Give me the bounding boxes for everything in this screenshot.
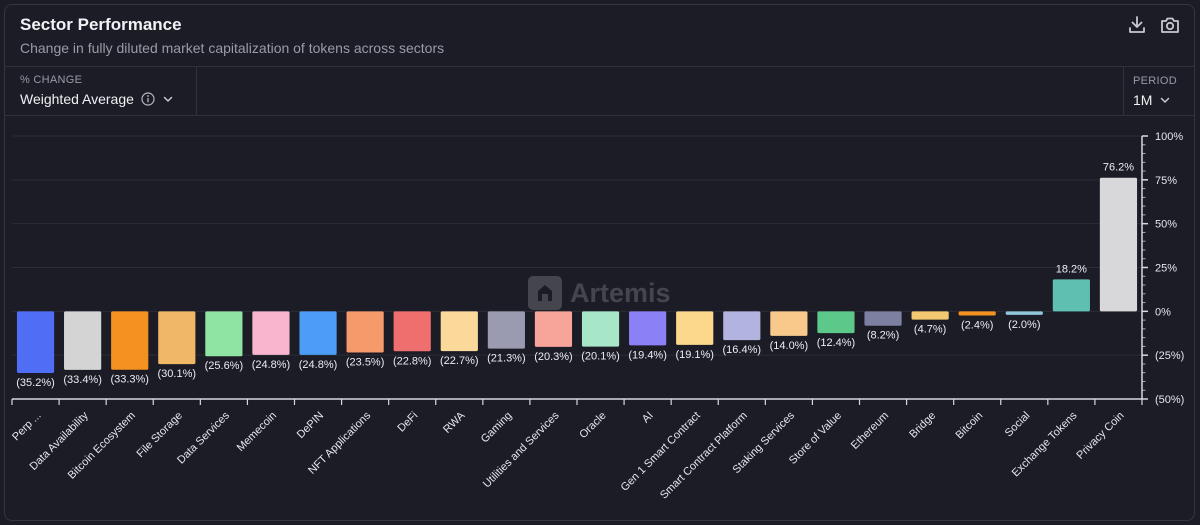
- bar-oracle: [581, 311, 620, 347]
- bar-gen-1-smart-contract: [676, 311, 714, 345]
- bar-store-of-value: [817, 311, 855, 334]
- x-tick-label: RWA: [441, 409, 468, 436]
- download-icon[interactable]: [1126, 14, 1148, 36]
- data-label: (24.8%): [299, 359, 338, 371]
- bar-nft-applications: [346, 311, 384, 353]
- y-tick-label: (25%): [1155, 350, 1184, 362]
- y-tick-label: 50%: [1155, 219, 1177, 231]
- bar-social: [1005, 311, 1043, 315]
- x-tick-label: Social: [1003, 410, 1033, 440]
- data-label: (22.7%): [440, 355, 479, 367]
- bar-smart-contract-platform: [723, 311, 761, 341]
- y-tick-label: 25%: [1155, 263, 1177, 275]
- chart-panel: [4, 4, 1195, 521]
- x-tick-label: File Storage: [134, 410, 184, 460]
- bar-file-storage: [158, 311, 196, 365]
- change-label: % CHANGE: [20, 74, 83, 86]
- data-label: (2.0%): [1008, 319, 1040, 331]
- bar-perp: [16, 311, 55, 374]
- data-label: (19.1%): [675, 349, 714, 361]
- bar-gaming: [487, 311, 525, 349]
- bar-depin: [299, 311, 337, 355]
- data-label: (19.4%): [628, 349, 667, 361]
- x-tick-label: Bridge: [907, 410, 938, 441]
- bar-memecoin: [252, 311, 290, 355]
- change-value: Weighted Average: [20, 91, 134, 107]
- chart-title: Sector Performance: [20, 15, 182, 34]
- chevron-down-icon[interactable]: [162, 93, 174, 105]
- x-tick-label: Perp ...: [10, 410, 44, 444]
- bar-data-services: [205, 311, 243, 357]
- data-label: (8.2%): [867, 330, 899, 342]
- x-tick-label: Oracle: [577, 410, 608, 441]
- x-tick-label: Smart Contract Platform: [658, 410, 750, 502]
- data-label: (14.0%): [770, 340, 809, 352]
- bar-exchange-tokens: [1052, 279, 1090, 312]
- data-label: (22.8%): [393, 355, 432, 367]
- x-tick-label: Gen 1 Smart Contract: [619, 410, 703, 494]
- bar-data-availability: [64, 311, 102, 370]
- camera-icon[interactable]: [1159, 14, 1181, 36]
- x-tick-label: DePIN: [295, 410, 326, 441]
- data-label: (33.3%): [110, 374, 149, 386]
- data-label: (4.7%): [914, 324, 946, 336]
- bar-bitcoin-ecosystem: [111, 311, 149, 370]
- watermark: Artemis: [528, 276, 671, 310]
- data-label: 76.2%: [1103, 162, 1134, 174]
- x-tick-label: Memecoin: [235, 410, 279, 454]
- x-tick-label: DeFi: [395, 410, 420, 435]
- bar-ai: [629, 311, 667, 346]
- x-tick-label: AI: [640, 410, 656, 426]
- chart-subtitle: Change in fully diluted market capitaliz…: [20, 40, 445, 56]
- data-label: (20.1%): [581, 351, 620, 363]
- controls-separator-right: [1123, 66, 1124, 115]
- period-value: 1M: [1133, 92, 1153, 108]
- bar-bitcoin: [958, 311, 996, 316]
- y-tick-label: (50%): [1155, 394, 1184, 406]
- period-select[interactable]: 1M: [1133, 92, 1171, 108]
- data-label: (30.1%): [158, 368, 197, 380]
- watermark-text: Artemis: [570, 277, 671, 308]
- controls-divider: [4, 115, 1195, 116]
- header-divider: [4, 66, 1195, 67]
- bar-layer: (35.2%) (33.4%) (33.3%) (30.1%) (25.6%) (24.8…: [16, 162, 1138, 389]
- data-label: (23.5%): [346, 357, 385, 369]
- artemis-logo-icon: [528, 276, 562, 310]
- data-label: (12.4%): [817, 337, 856, 349]
- chevron-down-icon[interactable]: [1159, 94, 1171, 106]
- bar-staking-services: [770, 311, 808, 336]
- x-tick-label: Privacy Coin: [1074, 410, 1126, 462]
- data-label: (24.8%): [252, 359, 291, 371]
- bar-rwa: [440, 311, 478, 352]
- y-tick-label: 0%: [1155, 306, 1171, 318]
- data-label: (16.4%): [723, 344, 762, 356]
- data-label: (33.4%): [63, 374, 102, 386]
- data-label: (20.3%): [534, 351, 573, 363]
- data-label: (2.4%): [961, 320, 993, 332]
- bar-ethereum: [864, 311, 902, 326]
- data-label: (35.2%): [16, 377, 55, 389]
- x-tick-label: Ethereum: [849, 410, 891, 452]
- info-icon[interactable]: [141, 92, 155, 106]
- change-select[interactable]: Weighted Average: [20, 91, 174, 107]
- data-label: 18.2%: [1056, 263, 1087, 275]
- bar-defi: [393, 311, 431, 352]
- y-tick-label: 75%: [1155, 175, 1177, 187]
- y-tick-label: 100%: [1155, 131, 1183, 143]
- bar-privacy-coin: [1099, 177, 1138, 312]
- x-tick-label: Gaming: [479, 410, 515, 446]
- data-label: (25.6%): [205, 360, 244, 372]
- data-label: (21.3%): [487, 353, 526, 365]
- bar-utilities-and-services: [534, 311, 573, 347]
- bar-bridge: [911, 311, 949, 320]
- x-tick-label: Bitcoin: [953, 410, 985, 442]
- period-label: PERIOD: [1133, 75, 1177, 87]
- controls-separator-left: [196, 66, 197, 115]
